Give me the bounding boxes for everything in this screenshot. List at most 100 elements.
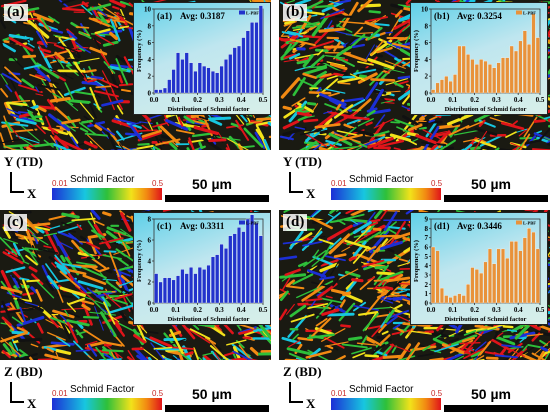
- bar: [514, 241, 518, 304]
- axis-arrow-vertical: [10, 172, 12, 192]
- y-tick-label: 4: [425, 56, 429, 64]
- average-label: Avg: 0.3187: [180, 11, 225, 21]
- schmid-min-label: 0.01: [331, 389, 347, 398]
- bar: [448, 297, 453, 304]
- bar: [189, 62, 194, 94]
- y-tick-label: 6: [425, 244, 429, 252]
- bar: [189, 267, 194, 304]
- y-tick-label: 6: [148, 39, 152, 47]
- x-tick-label: 0.1: [448, 96, 457, 104]
- bar: [439, 287, 444, 304]
- bar: [501, 248, 505, 304]
- legend-swatch: [516, 220, 522, 225]
- bar: [224, 248, 228, 304]
- schmid-factor-title: Schmid Factor: [349, 174, 414, 185]
- bar: [215, 72, 220, 94]
- y-tick-label: 8: [425, 22, 429, 30]
- subpanel-label: (c1): [157, 221, 172, 231]
- bar: [527, 44, 532, 94]
- histogram-c1: 0 2 4 6 8 0.0 0.1 0.2 0.3 0.4 0.5 Distribution of S…: [136, 214, 268, 323]
- x-axis-label: X: [306, 396, 316, 411]
- schmid-factor-title: Schmid Factor: [349, 384, 414, 395]
- bar: [210, 71, 215, 94]
- bar: [162, 87, 167, 94]
- axis-arrow-horizontal: [10, 191, 24, 193]
- scale-bar-label: 50 µm: [192, 176, 232, 192]
- bar: [237, 45, 241, 94]
- axis-arrow-vertical: [289, 172, 291, 192]
- bar: [210, 256, 215, 304]
- y-axis-title: Frequency (%): [413, 240, 420, 282]
- schmid-max-label: 0.5: [431, 179, 443, 188]
- bar: [505, 57, 510, 94]
- y-axis-title: Frequency (%): [136, 240, 143, 282]
- x-tick-label: 0.0: [150, 96, 159, 104]
- schmid-color-bar: [331, 398, 441, 410]
- x-axis-label: X: [27, 396, 37, 411]
- y-tick-label: 6: [425, 39, 429, 47]
- y-tick-label: 2: [148, 279, 152, 287]
- x-tick-label: 0.4: [514, 306, 523, 314]
- bar: [254, 223, 259, 304]
- y-tick-label: 4: [148, 258, 152, 266]
- bar: [483, 261, 488, 304]
- bar: [193, 71, 198, 94]
- x-tick-label: 0.2: [193, 96, 202, 104]
- bar: [474, 269, 479, 304]
- bar: [479, 272, 484, 304]
- y-tick-label: 1: [425, 290, 429, 298]
- x-tick-label: 0.1: [448, 306, 457, 314]
- histogram-inset: 0 1 2 3 4 5 6 7 8 9 0.0 0.1 0.2 0.3 0.4 0.5 Distribution…: [410, 212, 548, 325]
- bar: [461, 295, 466, 304]
- schmid-factor-title: Schmid Factor: [70, 174, 135, 185]
- bar: [167, 277, 172, 304]
- subpanel-label: (d1): [434, 221, 450, 231]
- y-tick-label: 10: [144, 6, 152, 14]
- panel-b: (b) 0 2 4 6 8 10 0.0 0.1 0.2 0.3 0.4 0.5 Distributio…: [279, 0, 550, 206]
- bar: [531, 231, 536, 304]
- y-axis-label: Z (BD): [4, 364, 43, 379]
- bar: [158, 89, 163, 94]
- x-tick-label: 0.2: [193, 306, 202, 314]
- bar: [219, 244, 224, 304]
- legend-label: L-PBF: [523, 11, 536, 16]
- bar: [162, 277, 167, 304]
- legend-swatch: [239, 10, 245, 15]
- x-tick-label: 0.5: [536, 306, 545, 314]
- legend-swatch: [516, 10, 522, 15]
- average-label: Avg: 0.3311: [180, 221, 225, 231]
- schmid-factor-title: Schmid Factor: [70, 384, 135, 395]
- histogram-b1: 0 2 4 6 8 10 0.0 0.1 0.2 0.3 0.4 0.5 Distribution of…: [413, 6, 545, 114]
- y-axis-label: Y (TD): [283, 154, 322, 169]
- bar: [444, 76, 449, 94]
- panel-label: (d): [283, 214, 308, 231]
- bar: [531, 13, 536, 94]
- bar: [501, 57, 505, 94]
- bar: [470, 267, 475, 304]
- scale-bar: [444, 195, 548, 202]
- bar: [180, 269, 185, 304]
- bar: [431, 246, 436, 304]
- bar: [479, 59, 484, 94]
- scale-bar: [165, 405, 269, 412]
- bar: [215, 254, 220, 304]
- x-tick-label: 0.5: [259, 306, 268, 314]
- legend-block: Z (BD) X Schmid Factor 0.01 0.5 50 µm: [0, 360, 271, 416]
- bar: [492, 67, 497, 94]
- x-axis-label: X: [306, 186, 316, 201]
- bar: [245, 30, 250, 94]
- y-axis-label: Y (TD): [4, 154, 43, 169]
- y-tick-label: 8: [148, 22, 152, 30]
- bar: [250, 22, 255, 94]
- schmid-max-label: 0.5: [152, 389, 164, 398]
- x-tick-label: 0.1: [171, 306, 180, 314]
- y-tick-label: 0: [148, 300, 152, 308]
- bar: [197, 62, 202, 94]
- schmid-color-bar: [331, 188, 441, 200]
- subpanel-label: (a1): [157, 11, 172, 21]
- panel-label: (b): [283, 4, 308, 21]
- bar: [527, 228, 532, 304]
- bar: [514, 50, 518, 94]
- bar: [509, 45, 514, 94]
- y-axis-title: Frequency (%): [136, 30, 143, 72]
